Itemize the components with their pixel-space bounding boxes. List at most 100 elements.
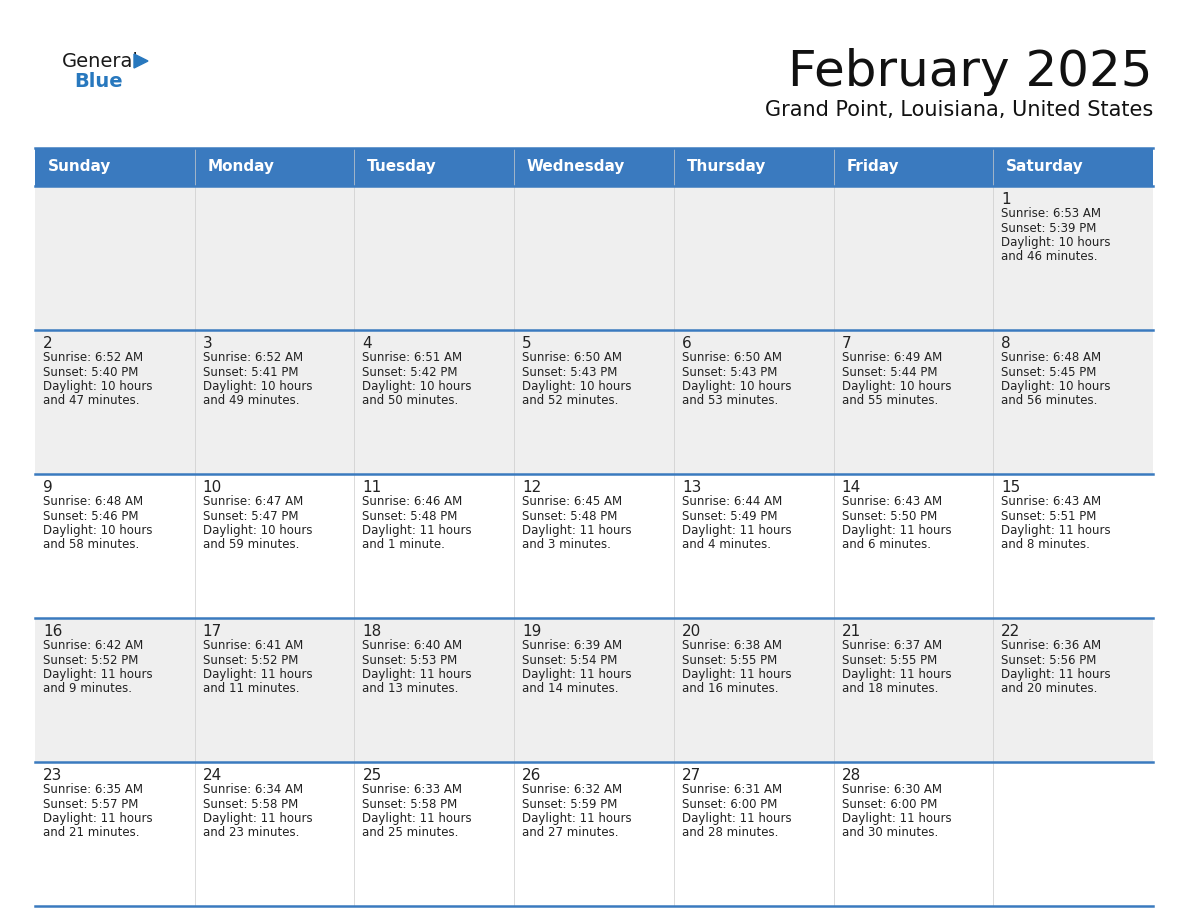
Bar xyxy=(514,148,674,186)
Text: Sunset: 5:52 PM: Sunset: 5:52 PM xyxy=(43,654,138,666)
Text: Daylight: 11 hours: Daylight: 11 hours xyxy=(362,524,472,537)
Text: and 30 minutes.: and 30 minutes. xyxy=(841,826,937,839)
Text: Sunrise: 6:37 AM: Sunrise: 6:37 AM xyxy=(841,639,942,652)
Text: 15: 15 xyxy=(1001,480,1020,495)
Text: and 52 minutes.: and 52 minutes. xyxy=(523,395,619,408)
Bar xyxy=(354,148,514,186)
Text: 23: 23 xyxy=(43,768,63,783)
Text: and 13 minutes.: and 13 minutes. xyxy=(362,682,459,696)
Text: Sunrise: 6:52 AM: Sunrise: 6:52 AM xyxy=(203,351,303,364)
Text: Daylight: 11 hours: Daylight: 11 hours xyxy=(362,812,472,825)
Text: Daylight: 11 hours: Daylight: 11 hours xyxy=(523,668,632,681)
Bar xyxy=(34,618,195,762)
Bar xyxy=(674,762,834,906)
Bar xyxy=(34,148,195,186)
Bar xyxy=(514,474,674,618)
Text: Sunset: 5:58 PM: Sunset: 5:58 PM xyxy=(203,798,298,811)
Text: Sunrise: 6:35 AM: Sunrise: 6:35 AM xyxy=(43,783,143,796)
Text: and 16 minutes.: and 16 minutes. xyxy=(682,682,778,696)
Text: Daylight: 10 hours: Daylight: 10 hours xyxy=(1001,380,1111,393)
Text: Daylight: 10 hours: Daylight: 10 hours xyxy=(362,380,472,393)
Text: Sunset: 5:40 PM: Sunset: 5:40 PM xyxy=(43,365,138,378)
Text: and 4 minutes.: and 4 minutes. xyxy=(682,539,771,552)
Text: 26: 26 xyxy=(523,768,542,783)
Text: Daylight: 10 hours: Daylight: 10 hours xyxy=(682,380,791,393)
Bar xyxy=(514,618,674,762)
Text: Sunset: 5:53 PM: Sunset: 5:53 PM xyxy=(362,654,457,666)
Text: 12: 12 xyxy=(523,480,542,495)
Text: Sunday: Sunday xyxy=(48,160,112,174)
Bar xyxy=(195,148,354,186)
Text: Sunset: 5:44 PM: Sunset: 5:44 PM xyxy=(841,365,937,378)
Text: and 46 minutes.: and 46 minutes. xyxy=(1001,251,1098,263)
Text: Daylight: 11 hours: Daylight: 11 hours xyxy=(682,524,791,537)
Bar xyxy=(834,148,993,186)
Text: Sunrise: 6:52 AM: Sunrise: 6:52 AM xyxy=(43,351,143,364)
Text: Daylight: 10 hours: Daylight: 10 hours xyxy=(203,524,312,537)
Bar xyxy=(195,618,354,762)
Bar xyxy=(674,474,834,618)
Text: and 50 minutes.: and 50 minutes. xyxy=(362,395,459,408)
Text: 14: 14 xyxy=(841,480,861,495)
Text: Daylight: 11 hours: Daylight: 11 hours xyxy=(1001,524,1111,537)
Bar xyxy=(993,474,1154,618)
Text: 22: 22 xyxy=(1001,624,1020,639)
Bar xyxy=(834,330,993,474)
Bar xyxy=(834,474,993,618)
Text: 1: 1 xyxy=(1001,192,1011,207)
Polygon shape xyxy=(134,54,148,68)
Text: Sunset: 5:55 PM: Sunset: 5:55 PM xyxy=(841,654,937,666)
Text: and 49 minutes.: and 49 minutes. xyxy=(203,395,299,408)
Text: Sunset: 5:46 PM: Sunset: 5:46 PM xyxy=(43,509,139,522)
Text: Sunset: 5:42 PM: Sunset: 5:42 PM xyxy=(362,365,457,378)
Text: and 27 minutes.: and 27 minutes. xyxy=(523,826,619,839)
Bar xyxy=(34,330,195,474)
Text: 25: 25 xyxy=(362,768,381,783)
Bar xyxy=(514,186,674,330)
Text: and 8 minutes.: and 8 minutes. xyxy=(1001,539,1091,552)
Text: General: General xyxy=(62,52,139,71)
Bar xyxy=(195,474,354,618)
Text: Sunrise: 6:40 AM: Sunrise: 6:40 AM xyxy=(362,639,462,652)
Bar xyxy=(354,618,514,762)
Text: Blue: Blue xyxy=(74,72,122,91)
Bar xyxy=(34,186,195,330)
Text: Sunset: 5:41 PM: Sunset: 5:41 PM xyxy=(203,365,298,378)
Text: 18: 18 xyxy=(362,624,381,639)
Text: 4: 4 xyxy=(362,336,372,351)
Text: Sunrise: 6:53 AM: Sunrise: 6:53 AM xyxy=(1001,207,1101,220)
Text: Daylight: 11 hours: Daylight: 11 hours xyxy=(841,812,952,825)
Text: 27: 27 xyxy=(682,768,701,783)
Text: and 56 minutes.: and 56 minutes. xyxy=(1001,395,1098,408)
Text: Sunrise: 6:36 AM: Sunrise: 6:36 AM xyxy=(1001,639,1101,652)
Text: Sunset: 5:56 PM: Sunset: 5:56 PM xyxy=(1001,654,1097,666)
Text: Sunset: 5:47 PM: Sunset: 5:47 PM xyxy=(203,509,298,522)
Text: Daylight: 10 hours: Daylight: 10 hours xyxy=(841,380,952,393)
Bar xyxy=(834,618,993,762)
Text: Sunrise: 6:50 AM: Sunrise: 6:50 AM xyxy=(523,351,623,364)
Text: 10: 10 xyxy=(203,480,222,495)
Bar xyxy=(195,186,354,330)
Bar xyxy=(514,330,674,474)
Text: Daylight: 11 hours: Daylight: 11 hours xyxy=(362,668,472,681)
Bar xyxy=(354,186,514,330)
Text: Tuesday: Tuesday xyxy=(367,160,437,174)
Text: Wednesday: Wednesday xyxy=(527,160,625,174)
Text: February 2025: February 2025 xyxy=(789,48,1154,96)
Text: Sunset: 5:58 PM: Sunset: 5:58 PM xyxy=(362,798,457,811)
Text: Sunrise: 6:50 AM: Sunrise: 6:50 AM xyxy=(682,351,782,364)
Text: Sunset: 5:52 PM: Sunset: 5:52 PM xyxy=(203,654,298,666)
Bar xyxy=(993,330,1154,474)
Text: Sunrise: 6:48 AM: Sunrise: 6:48 AM xyxy=(43,495,143,508)
Text: and 9 minutes.: and 9 minutes. xyxy=(43,682,132,696)
Text: Daylight: 10 hours: Daylight: 10 hours xyxy=(523,380,632,393)
Text: and 53 minutes.: and 53 minutes. xyxy=(682,395,778,408)
Text: Daylight: 11 hours: Daylight: 11 hours xyxy=(682,668,791,681)
Bar xyxy=(993,618,1154,762)
Text: Sunrise: 6:43 AM: Sunrise: 6:43 AM xyxy=(1001,495,1101,508)
Text: Sunset: 5:55 PM: Sunset: 5:55 PM xyxy=(682,654,777,666)
Text: and 55 minutes.: and 55 minutes. xyxy=(841,395,937,408)
Text: Sunset: 5:48 PM: Sunset: 5:48 PM xyxy=(523,509,618,522)
Text: 16: 16 xyxy=(43,624,63,639)
Text: 19: 19 xyxy=(523,624,542,639)
